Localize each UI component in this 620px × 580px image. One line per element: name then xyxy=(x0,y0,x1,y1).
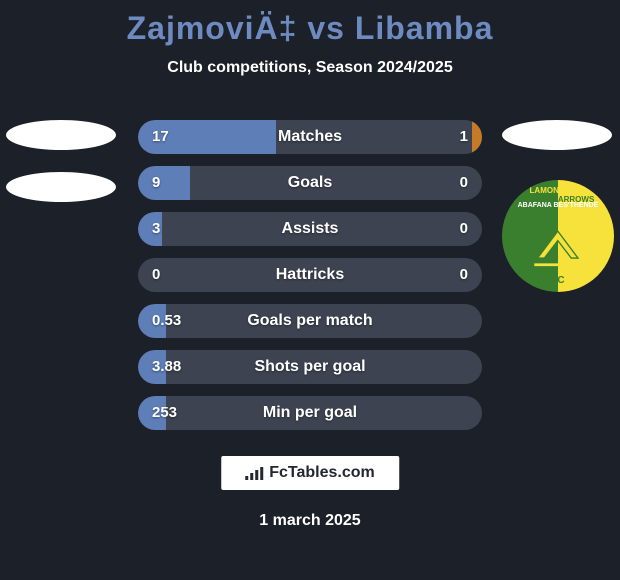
stat-row-min-per-goal: 253 Min per goal xyxy=(138,396,482,430)
stat-label: Min per goal xyxy=(138,396,482,430)
signal-bars-icon xyxy=(245,466,263,480)
stat-row-shots-per-goal: 3.88 Shots per goal xyxy=(138,350,482,384)
stat-label: Goals xyxy=(138,166,482,200)
left-player-badges xyxy=(6,120,116,224)
stat-row-goals-per-match: 0.53 Goals per match xyxy=(138,304,482,338)
stat-row-hattricks: 0 Hattricks 0 xyxy=(138,258,482,292)
player-right-flag xyxy=(502,120,612,150)
club-logo-golden-arrows: LAMONTVILLE GOLDEN ARROWS ABAFANA BES'TH… xyxy=(502,180,614,292)
club-name-sub: ABAFANA BES'THENDE xyxy=(502,202,614,209)
stat-row-assists: 3 Assists 0 xyxy=(138,212,482,246)
player-left-flag-1 xyxy=(6,120,116,150)
stat-right-value: 1 xyxy=(460,120,468,154)
brand-badge[interactable]: FcTables.com xyxy=(221,456,399,490)
right-player-badges: LAMONTVILLE GOLDEN ARROWS ABAFANA BES'TH… xyxy=(502,120,614,292)
stat-row-matches: 17 Matches 1 xyxy=(138,120,482,154)
club-fc-label: FC xyxy=(502,275,614,286)
page-subtitle: Club competitions, Season 2024/2025 xyxy=(0,59,620,77)
stat-right-value: 0 xyxy=(460,166,468,200)
stat-label: Hattricks xyxy=(138,258,482,292)
club-name-top: LAMONTVILLE xyxy=(502,186,614,195)
player-left-flag-2 xyxy=(6,172,116,202)
stat-row-goals: 9 Goals 0 xyxy=(138,166,482,200)
stat-right-value: 0 xyxy=(460,212,468,246)
stat-label: Matches xyxy=(138,120,482,154)
page-title: ZajmoviÄ‡ vs Libamba xyxy=(0,0,620,47)
stat-right-value: 0 xyxy=(460,258,468,292)
stats-container: 17 Matches 1 9 Goals 0 3 Assists 0 0 Hat… xyxy=(138,120,482,442)
footer-date: 1 march 2025 xyxy=(0,512,620,530)
stat-label: Goals per match xyxy=(138,304,482,338)
brand-label: FcTables.com xyxy=(269,464,375,482)
club-arrows-icon xyxy=(513,211,603,278)
stat-label: Shots per goal xyxy=(138,350,482,384)
stat-label: Assists xyxy=(138,212,482,246)
